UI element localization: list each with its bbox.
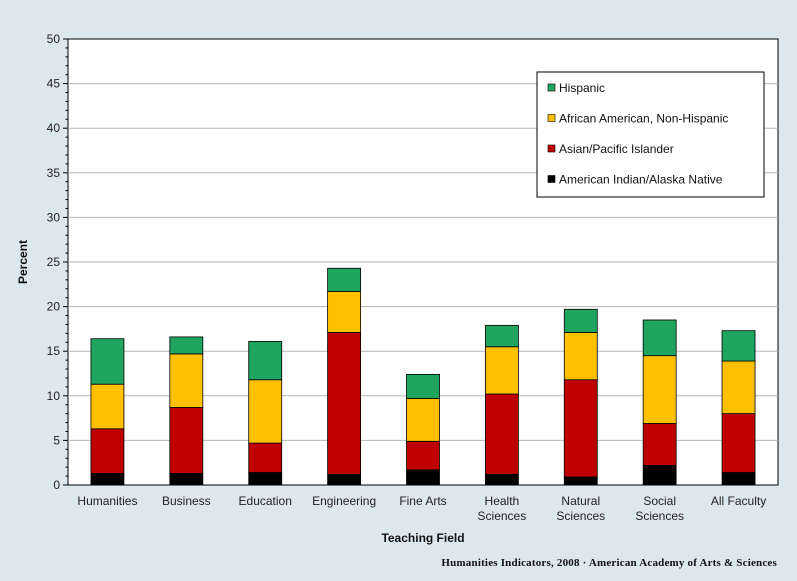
- bar-segment: [642, 464, 677, 486]
- y-tick-label: 10: [47, 389, 61, 403]
- legend-label: African American, Non-Hispanic: [559, 112, 728, 126]
- y-tick-label: 5: [53, 433, 60, 447]
- x-tick-label: Education: [239, 494, 292, 508]
- y-axis-ticks: 0 5 10 15 20 25 30 35 40 45 50: [47, 32, 68, 492]
- bar-segment: [406, 373, 440, 399]
- x-tick-label: Humanities: [77, 494, 137, 508]
- y-tick-label: 45: [47, 77, 61, 91]
- x-tick-label: Fine Arts: [399, 494, 446, 508]
- bar-segment: [406, 398, 440, 442]
- bar-segment: [406, 469, 440, 486]
- legend-label: Asian/Pacific Islander: [559, 142, 674, 156]
- bar-segment: [169, 353, 204, 408]
- bar-segment: [721, 330, 756, 362]
- legend-swatch: [547, 175, 556, 183]
- y-tick-label: 25: [47, 255, 61, 269]
- bar-segment: [721, 472, 756, 486]
- x-tick-label: All Faculty: [711, 494, 766, 508]
- x-tick-label: Sciences: [478, 509, 527, 523]
- x-tick-label: Social: [643, 494, 676, 508]
- x-axis-title: Teaching Field: [381, 531, 464, 545]
- y-tick-label: 20: [47, 300, 61, 314]
- bar-segment: [484, 324, 519, 348]
- bar-segment: [248, 472, 283, 486]
- y-tick-label: 15: [47, 344, 61, 358]
- bar-segment: [90, 428, 125, 474]
- bar-segment: [248, 442, 283, 473]
- y-axis-title: Percent: [16, 240, 30, 284]
- x-tick-label: Health: [485, 494, 520, 508]
- legend-label: American Indian/Alaska Native: [559, 173, 723, 187]
- legend: Hispanic African American, Non-Hispanic As…: [536, 71, 765, 198]
- bar-segment: [169, 336, 204, 355]
- bar-segment: [642, 355, 677, 424]
- bar-segment: [563, 308, 598, 333]
- bar-segment: [484, 346, 519, 395]
- y-tick-label: 0: [53, 478, 60, 492]
- y-tick-label: 50: [47, 32, 61, 46]
- x-tick-label: Natural: [561, 494, 600, 508]
- x-tick-label: Business: [162, 494, 211, 508]
- y-tick-label: 30: [47, 210, 61, 224]
- x-tick-label: Sciences: [635, 509, 684, 523]
- bar-segment: [721, 360, 756, 415]
- bar-segment: [169, 406, 204, 474]
- legend-swatch: [547, 144, 556, 153]
- bar-segment: [327, 332, 362, 475]
- bar-segment: [327, 291, 362, 333]
- bar-segment: [248, 379, 283, 444]
- bar-segment: [563, 379, 598, 478]
- bar-segment: [327, 267, 362, 292]
- bar-segment: [90, 383, 125, 430]
- source-credit: Humanities Indicators, 2008 · American A…: [441, 557, 777, 569]
- x-tick-label: Sciences: [556, 509, 605, 523]
- bar-segment: [327, 473, 362, 486]
- bar-segment: [563, 476, 598, 486]
- y-tick-label: 40: [47, 121, 61, 135]
- bar-segment: [90, 473, 125, 486]
- x-tick-label: Engineering: [312, 494, 376, 508]
- bar-segment: [169, 473, 204, 486]
- bar-segment: [563, 332, 598, 381]
- legend-box: [536, 71, 765, 198]
- bars: [90, 267, 756, 486]
- bar-segment: [90, 338, 125, 385]
- y-tick-label: 35: [47, 166, 61, 180]
- legend-swatch: [547, 114, 556, 122]
- bar-segment: [484, 393, 519, 475]
- legend-swatch: [547, 83, 556, 92]
- legend-label: Hispanic: [559, 81, 605, 95]
- bar-segment: [721, 413, 756, 473]
- x-axis-ticks: Humanities Business Education Engineering Fi…: [77, 494, 766, 523]
- bar-segment: [484, 473, 519, 486]
- bar-segment: [642, 319, 677, 357]
- bar-segment: [248, 340, 283, 381]
- bar-segment: [642, 423, 677, 466]
- bar-segment: [406, 440, 440, 471]
